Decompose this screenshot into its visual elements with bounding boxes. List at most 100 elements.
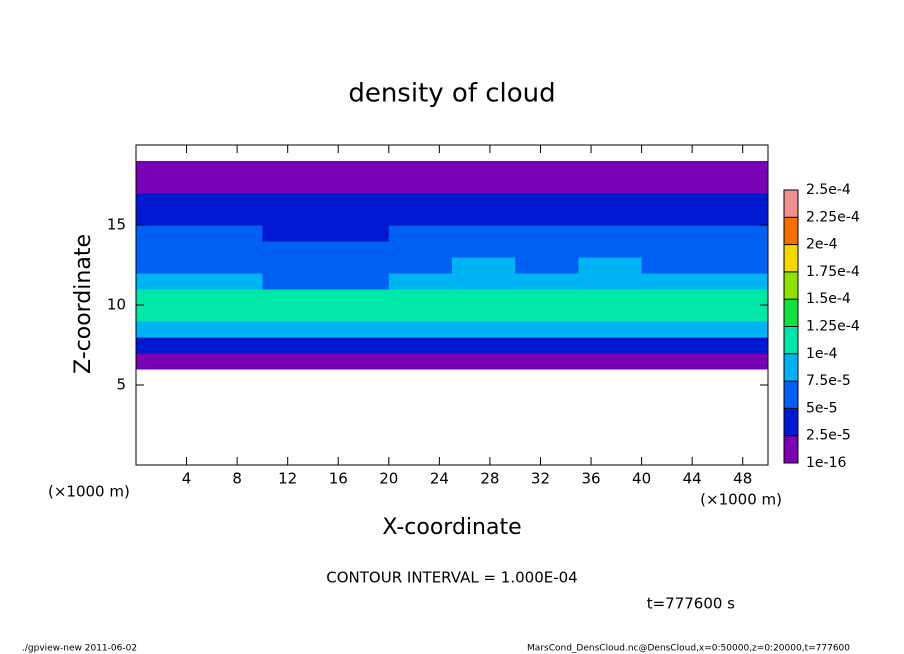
colorbar-swatch — [784, 435, 798, 463]
cell — [262, 321, 327, 338]
colorbar-label: 2e-4 — [806, 237, 838, 253]
cell — [262, 289, 327, 306]
cell — [641, 305, 706, 322]
cell — [641, 177, 706, 194]
cell — [578, 177, 643, 194]
cell — [641, 321, 706, 338]
colorbar-label: 1.75e-4 — [806, 264, 860, 280]
colorbar-swatch — [784, 190, 798, 218]
cell — [199, 193, 263, 210]
cell — [199, 257, 263, 274]
chart-title: density of cloud — [348, 79, 555, 109]
cell — [452, 193, 516, 210]
cell — [136, 225, 200, 242]
x-unit: (×1000 m) — [700, 491, 782, 509]
colorbar-swatch — [784, 217, 798, 245]
x-tick-label: 16 — [329, 470, 348, 488]
cell — [325, 337, 390, 354]
cell — [136, 241, 200, 258]
cell — [388, 257, 453, 274]
cell — [262, 305, 327, 322]
x-tick-label: 24 — [430, 470, 449, 488]
cell — [452, 353, 516, 370]
cell — [515, 289, 579, 306]
cell — [578, 161, 643, 178]
cell — [515, 337, 579, 354]
cell — [452, 241, 516, 258]
cell — [388, 337, 453, 354]
cell — [452, 225, 516, 242]
x-tick-label: 48 — [733, 470, 752, 488]
cell — [199, 209, 263, 226]
cell — [136, 353, 200, 370]
cell — [199, 289, 263, 306]
cell — [704, 193, 769, 210]
cell — [578, 353, 643, 370]
cell — [704, 337, 769, 354]
x-tick-label: 36 — [581, 470, 600, 488]
cell — [641, 289, 706, 306]
cell — [452, 337, 516, 354]
time-note: t=777600 s — [647, 595, 735, 613]
cell — [704, 241, 769, 258]
cell — [388, 353, 453, 370]
cell — [262, 193, 327, 210]
cell — [704, 257, 769, 274]
y-tick-label: 10 — [107, 296, 126, 314]
cell — [578, 225, 643, 242]
colorbar-label: 5e-5 — [806, 400, 837, 416]
cell — [515, 321, 579, 338]
cell — [641, 193, 706, 210]
cell — [325, 161, 390, 178]
colorbar-swatch — [784, 326, 798, 354]
footer-left: ./gpview-new 2011-06-02 — [22, 644, 137, 654]
cell — [136, 321, 200, 338]
cell — [136, 305, 200, 322]
cell — [262, 241, 327, 258]
cell — [515, 225, 579, 242]
cell — [388, 209, 453, 226]
x-tick-label: 32 — [531, 470, 550, 488]
cell — [325, 321, 390, 338]
cell — [388, 289, 453, 306]
cell — [452, 321, 516, 338]
cell — [325, 225, 390, 242]
cell — [136, 257, 200, 274]
cell — [704, 161, 769, 178]
x-tick-label: 20 — [379, 470, 398, 488]
cell — [199, 177, 263, 194]
colorbar-label: 1.5e-4 — [806, 291, 851, 307]
cell — [262, 225, 327, 242]
cell — [641, 353, 706, 370]
cell — [325, 177, 390, 194]
cell — [641, 337, 706, 354]
colorbar-label: 2.25e-4 — [806, 209, 860, 225]
cell — [641, 257, 706, 274]
cell — [325, 305, 390, 322]
colorbar-swatch — [784, 299, 798, 327]
cell — [325, 289, 390, 306]
cell — [452, 273, 516, 290]
cell — [515, 193, 579, 210]
cell — [515, 177, 579, 194]
cell — [704, 305, 769, 322]
cell — [452, 161, 516, 178]
cell — [136, 273, 200, 290]
cell — [199, 241, 263, 258]
colorbar-label: 1e-16 — [806, 455, 846, 471]
cell — [452, 305, 516, 322]
x-tick-label: 44 — [683, 470, 702, 488]
cell — [578, 209, 643, 226]
cell — [704, 353, 769, 370]
cell — [136, 209, 200, 226]
cell — [199, 321, 263, 338]
cell — [388, 225, 453, 242]
cell — [262, 257, 327, 274]
cell — [325, 209, 390, 226]
cell — [325, 353, 390, 370]
cell — [452, 257, 516, 274]
cell — [578, 193, 643, 210]
cell — [704, 289, 769, 306]
cell — [641, 161, 706, 178]
cell — [578, 241, 643, 258]
